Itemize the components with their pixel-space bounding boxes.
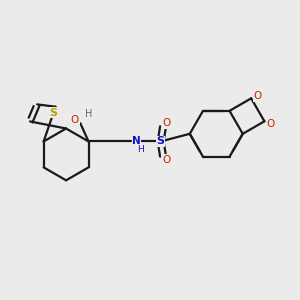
Text: O: O bbox=[267, 118, 275, 129]
Text: H: H bbox=[85, 109, 92, 119]
Text: N: N bbox=[132, 136, 141, 146]
Text: O: O bbox=[162, 118, 171, 128]
Text: O: O bbox=[254, 91, 262, 101]
Text: O: O bbox=[71, 115, 79, 125]
Text: S: S bbox=[49, 108, 57, 118]
Text: H: H bbox=[137, 145, 144, 154]
Text: O: O bbox=[162, 155, 171, 165]
Text: S: S bbox=[157, 136, 165, 146]
